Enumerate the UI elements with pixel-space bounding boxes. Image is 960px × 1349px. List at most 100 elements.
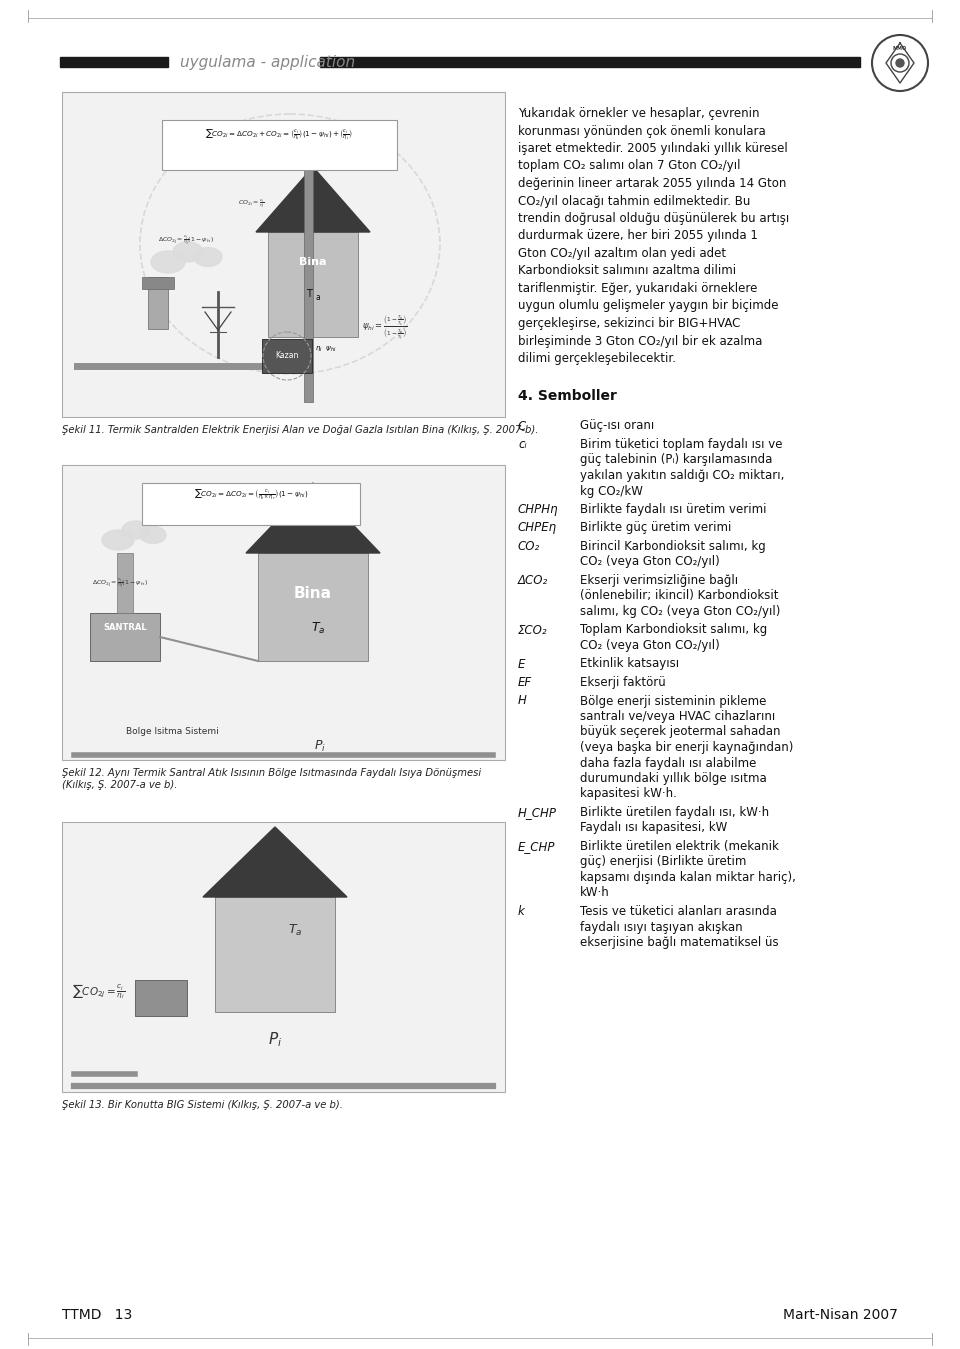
Text: ΔCO₂: ΔCO₂ [518, 575, 548, 587]
Text: MMO: MMO [893, 46, 907, 51]
Text: durumundaki yıllık bölge ısıtma: durumundaki yıllık bölge ısıtma [580, 772, 767, 785]
Bar [262, 339, 312, 374]
Text: $\sum CO_{2i} = \Delta CO_{2i} + CO_{2i} = \left(\frac{c_i}{\eta_i}\right)(1-\ps: $\sum CO_{2i} = \Delta CO_{2i} + CO_{2i}… [205, 128, 352, 142]
Bar [258, 553, 368, 661]
Text: H: H [518, 695, 527, 707]
Text: trendin doğrusal olduğu düşünülerek bu artışı: trendin doğrusal olduğu düşünülerek bu a… [518, 212, 789, 225]
Bar [117, 553, 133, 612]
Text: ekserjisine bağlı matematiksel üs: ekserjisine bağlı matematiksel üs [580, 936, 779, 948]
Text: Bina: Bina [300, 258, 326, 267]
Text: Bölge enerji sisteminin pikleme: Bölge enerji sisteminin pikleme [580, 695, 766, 707]
Text: CO₂: CO₂ [518, 540, 540, 553]
Text: CO₂ (veya Gton CO₂/yıl): CO₂ (veya Gton CO₂/yıl) [580, 639, 720, 652]
Text: tariflenmiştir. Eğer, yukarıdaki örneklere: tariflenmiştir. Eğer, yukarıdaki örnekle… [518, 282, 757, 295]
Text: durdurmak üzere, her biri 2055 yılında 1: durdurmak üzere, her biri 2055 yılında 1 [518, 229, 757, 243]
Bar [142, 277, 174, 289]
Text: $\eta_i$  $\psi_{hi}$: $\eta_i$ $\psi_{hi}$ [315, 344, 337, 353]
Text: $P_i$: $P_i$ [314, 738, 326, 754]
Text: $\sum CO_{2j}=\frac{c_i}{\eta_i}$: $\sum CO_{2j}=\frac{c_i}{\eta_i}$ [72, 982, 125, 1001]
Bar [60, 57, 168, 67]
Text: Güç-ısı oranı: Güç-ısı oranı [580, 420, 655, 433]
Text: faydalı ısıyı taşıyan akışkan: faydalı ısıyı taşıyan akışkan [580, 920, 743, 934]
Text: E_CHP: E_CHP [518, 840, 556, 853]
Text: Yukarıdak örnekler ve hesaplar, çevrenin: Yukarıdak örnekler ve hesaplar, çevrenin [518, 107, 759, 120]
Text: Ekserji faktörü: Ekserji faktörü [580, 676, 665, 689]
Text: Ekserji verimsizliğine bağlı: Ekserji verimsizliğine bağlı [580, 575, 738, 587]
Text: $T_a$: $T_a$ [288, 923, 302, 938]
Polygon shape [203, 827, 347, 897]
Text: yakılan yakıtın saldığı CO₂ miktarı,: yakılan yakıtın saldığı CO₂ miktarı, [580, 469, 784, 482]
Ellipse shape [151, 251, 185, 272]
Bar [62, 822, 505, 1091]
Text: kapsamı dışında kalan miktar hariç),: kapsamı dışında kalan miktar hariç), [580, 871, 796, 884]
Text: uygulama - application: uygulama - application [180, 55, 355, 70]
Text: SANTRAL: SANTRAL [103, 623, 147, 633]
Text: Etkinlik katsayısı: Etkinlik katsayısı [580, 657, 679, 670]
Ellipse shape [140, 526, 166, 544]
Ellipse shape [194, 247, 222, 267]
Text: Faydalı ısı kapasitesi, kW: Faydalı ısı kapasitesi, kW [580, 822, 728, 835]
Circle shape [872, 35, 928, 90]
Text: Birlikte üretilen elektrik (mekanik: Birlikte üretilen elektrik (mekanik [580, 840, 779, 853]
Text: salımı, kg CO₂ (veya Gton CO₂/yıl): salımı, kg CO₂ (veya Gton CO₂/yıl) [580, 604, 780, 618]
Text: Şekil 12. Aynı Termik Santral Atık Isısının Bölge Isıtmasında Faydalı Isıya Dönü: Şekil 12. Aynı Termik Santral Atık Isısı… [62, 768, 481, 789]
Text: $\psi_{hi}=\frac{\left(1-\frac{T_a}{T_s}\right)}{\left(1-\frac{T_a}{T_f}\right)}: $\psi_{hi}=\frac{\left(1-\frac{T_a}{T_s}… [362, 313, 408, 341]
Text: CO₂/yıl olacağı tahmin edilmektedir. Bu: CO₂/yıl olacağı tahmin edilmektedir. Bu [518, 194, 751, 208]
Text: Bina: Bina [294, 585, 332, 600]
Text: santralı ve/veya HVAC cihazlarını: santralı ve/veya HVAC cihazlarını [580, 710, 776, 723]
Ellipse shape [173, 241, 203, 262]
Text: kW·h: kW·h [580, 886, 610, 900]
Polygon shape [246, 483, 380, 553]
Text: EF: EF [518, 676, 532, 689]
Text: (önlenebilir; ikincil) Karbondioksit: (önlenebilir; ikincil) Karbondioksit [580, 590, 779, 603]
Text: Mart-Nisan 2007: Mart-Nisan 2007 [783, 1309, 898, 1322]
Text: birleşiminde 3 Gton CO₂/yıl bir ek azalma: birleşiminde 3 Gton CO₂/yıl bir ek azalm… [518, 335, 762, 348]
Text: Karbondioksit salımını azaltma dilimi: Karbondioksit salımını azaltma dilimi [518, 264, 736, 278]
Text: Gton CO₂/yıl azaltım olan yedi adet: Gton CO₂/yıl azaltım olan yedi adet [518, 247, 726, 260]
Text: Şekil 13. Bir Konutta BIG Sistemi (Kılkış, Ş. 2007-a ve b).: Şekil 13. Bir Konutta BIG Sistemi (Kılkı… [62, 1099, 343, 1110]
Text: T: T [306, 289, 312, 299]
Text: değerinin lineer artarak 2055 yılında 14 Gton: değerinin lineer artarak 2055 yılında 14… [518, 177, 786, 190]
Text: k: k [518, 905, 525, 919]
Bar [62, 465, 505, 759]
Text: kapasitesi kW·h.: kapasitesi kW·h. [580, 788, 677, 800]
Text: Birincil Karbondioksit salımı, kg: Birincil Karbondioksit salımı, kg [580, 540, 766, 553]
Text: büyük seçerek jeotermal sahadan: büyük seçerek jeotermal sahadan [580, 726, 780, 738]
Ellipse shape [102, 530, 134, 550]
Text: gerçekleşirse, sekizinci bir BIG+HVAC: gerçekleşirse, sekizinci bir BIG+HVAC [518, 317, 740, 331]
Text: CHPHη: CHPHη [518, 503, 559, 517]
Text: CHPEη: CHPEη [518, 522, 557, 534]
Text: Kazan: Kazan [276, 352, 299, 360]
Text: Bolge Isitma Sistemi: Bolge Isitma Sistemi [126, 727, 218, 737]
Text: $CO_{2i}=\frac{c_i}{\eta_i}$: $CO_{2i}=\frac{c_i}{\eta_i}$ [238, 198, 265, 210]
Text: $\Delta CO_{2j}=\frac{c_j}{\eta_j}(1-\psi_{hi})$: $\Delta CO_{2j}=\frac{c_j}{\eta_j}(1-\ps… [158, 233, 214, 247]
Text: H_CHP: H_CHP [518, 805, 557, 819]
Text: uygun olumlu gelişmeler yaygın bir biçimde: uygun olumlu gelişmeler yaygın bir biçim… [518, 299, 779, 313]
Text: daha fazla faydalı ısı alabilme: daha fazla faydalı ısı alabilme [580, 757, 756, 769]
Text: cᵢ: cᵢ [518, 438, 527, 451]
Text: Birlikte güç üretim verimi: Birlikte güç üretim verimi [580, 522, 732, 534]
Text: Şekil 11. Termik Santralden Elektrik Enerjisi Alan ve Doğal Gazla Isıtılan Bina : Şekil 11. Termik Santralden Elektrik Ene… [62, 425, 539, 434]
Text: kg CO₂/kW: kg CO₂/kW [580, 484, 643, 498]
Text: $\sum CO_{2i} = \Delta CO_{2i} = \left(\frac{c_i}{\eta_i \times \eta_r}\right)(1: $\sum CO_{2i} = \Delta CO_{2i} = \left(\… [194, 487, 308, 503]
Text: C: C [518, 420, 526, 433]
Text: Toplam Karbondioksit salımı, kg: Toplam Karbondioksit salımı, kg [580, 623, 767, 637]
Bar [90, 612, 160, 661]
Text: Birlikte üretilen faydalı ısı, kW·h: Birlikte üretilen faydalı ısı, kW·h [580, 805, 769, 819]
Text: $T_a$: $T_a$ [311, 621, 325, 635]
Text: $P_i$: $P_i$ [268, 1031, 282, 1050]
Bar [62, 92, 505, 417]
Text: E: E [518, 657, 525, 670]
Text: Birlikte faydalı ısı üretim verimi: Birlikte faydalı ısı üretim verimi [580, 503, 766, 517]
Text: dilimi gerçekleşebilecektir.: dilimi gerçekleşebilecektir. [518, 352, 676, 366]
Bar [142, 483, 360, 525]
Text: 4. Semboller: 4. Semboller [518, 390, 617, 403]
Bar [320, 57, 860, 67]
Text: (veya başka bir enerji kaynağından): (veya başka bir enerji kaynağından) [580, 741, 793, 754]
Bar [215, 897, 335, 1012]
Bar [135, 979, 187, 1016]
Text: CO₂ (veya Gton CO₂/yıl): CO₂ (veya Gton CO₂/yıl) [580, 556, 720, 568]
Text: a: a [316, 294, 321, 302]
Bar [268, 232, 358, 337]
Text: güç) enerjisi (Birlikte üretim: güç) enerjisi (Birlikte üretim [580, 855, 746, 869]
